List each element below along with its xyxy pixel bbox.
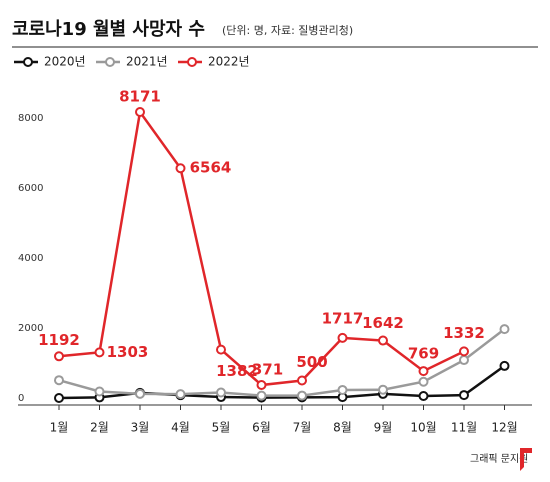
point bbox=[54, 351, 64, 362]
x-tick-label: 1월 bbox=[50, 421, 69, 435]
chart-title: 코로나19 월별 사망자 수 bbox=[12, 19, 205, 40]
point bbox=[216, 387, 226, 398]
y-tick-label: 4000 bbox=[18, 253, 43, 264]
y-tick-label: 2000 bbox=[18, 323, 43, 334]
point bbox=[459, 346, 469, 357]
data-label: 1642 bbox=[362, 314, 404, 332]
point bbox=[94, 347, 105, 358]
data-label: 6564 bbox=[190, 159, 232, 177]
x-tick-label: 4월 bbox=[171, 421, 190, 435]
point bbox=[459, 355, 469, 366]
credit: 그래픽 문지원 bbox=[470, 453, 528, 465]
chart-subtitle: (단위: 명, 자료: 질병관리청) bbox=[222, 24, 353, 37]
point bbox=[256, 390, 267, 401]
data-label: 1382 bbox=[216, 362, 258, 380]
point bbox=[337, 332, 348, 343]
point bbox=[216, 344, 226, 355]
point bbox=[175, 389, 186, 400]
point bbox=[297, 375, 307, 386]
point bbox=[418, 376, 429, 387]
data-label: 1717 bbox=[322, 309, 364, 327]
point bbox=[378, 335, 388, 346]
x-tick-label: 2월 bbox=[90, 421, 109, 435]
y-tick-label: 0 bbox=[18, 393, 24, 404]
point bbox=[459, 390, 469, 401]
point bbox=[175, 163, 186, 174]
x-tick-label: 6월 bbox=[252, 421, 271, 435]
y-tick-label: 8000 bbox=[18, 113, 43, 124]
x-tick-label: 11월 bbox=[451, 421, 477, 435]
x-tick-label: 10월 bbox=[410, 421, 436, 435]
point bbox=[418, 391, 429, 402]
legend-marker bbox=[187, 57, 197, 67]
point bbox=[135, 107, 145, 117]
x-tick-label: 9월 bbox=[374, 421, 393, 435]
x-tick-label: 3월 bbox=[131, 421, 150, 435]
point bbox=[418, 366, 429, 377]
data-label: 1332 bbox=[443, 324, 485, 342]
point bbox=[256, 380, 267, 391]
data-label: 8171 bbox=[119, 88, 161, 106]
series-line bbox=[58, 328, 506, 397]
x-tick-label: 8월 bbox=[333, 421, 352, 435]
data-label: 1303 bbox=[107, 343, 149, 361]
data-label: 371 bbox=[252, 361, 283, 379]
legend-label: 2021년 bbox=[126, 55, 168, 69]
point bbox=[378, 384, 388, 395]
point bbox=[337, 384, 348, 395]
point bbox=[499, 360, 510, 371]
x-tick-label: 7월 bbox=[293, 421, 312, 435]
point bbox=[135, 388, 145, 399]
y-tick-label: 6000 bbox=[18, 183, 43, 194]
point bbox=[54, 375, 64, 386]
point bbox=[499, 324, 510, 335]
legend-label: 2022년 bbox=[208, 55, 250, 69]
logo bbox=[520, 448, 532, 471]
x-tick-label: 5월 bbox=[212, 421, 231, 435]
legend-marker bbox=[23, 57, 33, 67]
data-label: 500 bbox=[296, 353, 327, 371]
point bbox=[94, 386, 105, 397]
x-tick-label: 12월 bbox=[491, 421, 517, 435]
point bbox=[54, 393, 64, 403]
point bbox=[297, 390, 307, 401]
data-label: 769 bbox=[408, 345, 439, 363]
legend-label: 2020년 bbox=[44, 55, 86, 69]
data-label: 1192 bbox=[38, 331, 80, 349]
legend-marker bbox=[105, 57, 115, 67]
